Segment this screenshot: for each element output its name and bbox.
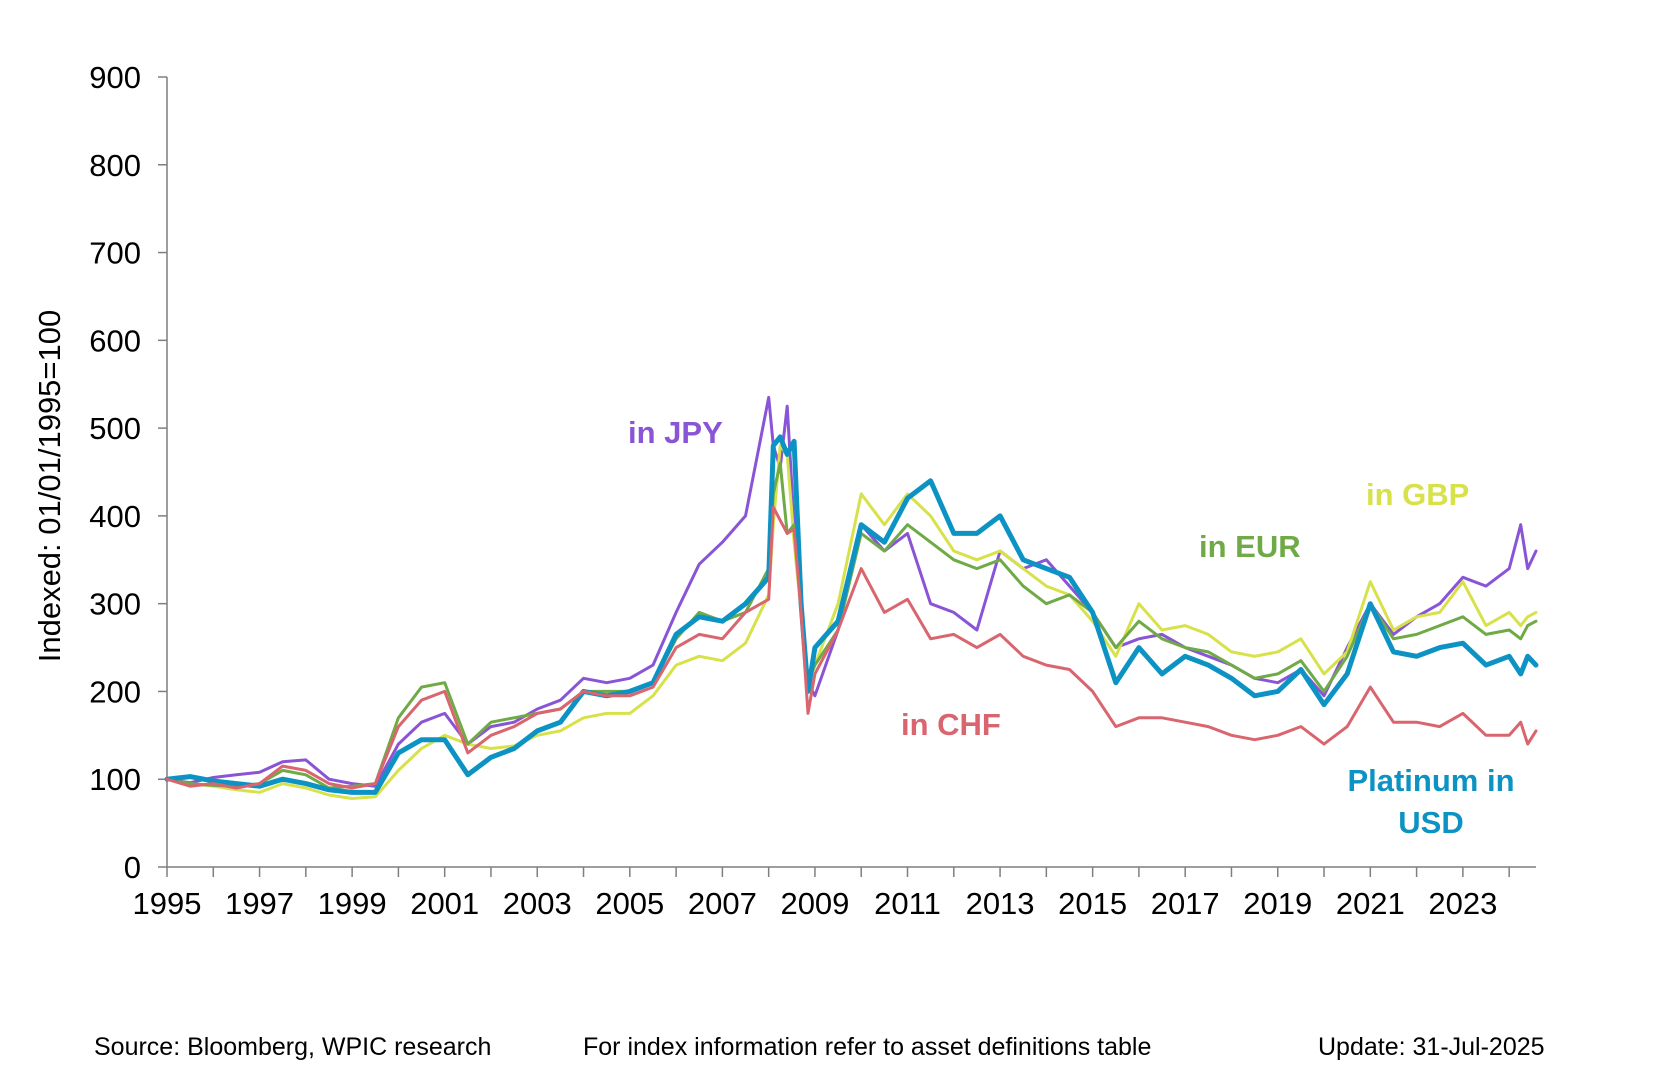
y-tick-label: 800 [89,148,141,183]
series-line-platinum-in-usd [164,434,1539,795]
y-tick-label: 100 [89,762,141,797]
x-tick-label: 1997 [225,886,294,921]
series-line-in-eur [165,461,1538,790]
source-note: Source: Bloomberg, WPIC research [94,1033,492,1061]
series-label-chf: in CHF [901,707,1001,742]
y-tick-label: 500 [89,411,141,446]
y-tick-label: 300 [89,587,141,622]
x-tick-label: 2023 [1428,886,1497,921]
x-tick-label: 2011 [874,886,941,921]
x-tick-label: 2007 [688,886,757,921]
update-date: Update: 31-Jul-2025 [1318,1033,1545,1061]
x-tick-label: 1999 [318,886,387,921]
y-axis-title: Indexed: 01/01/1995=100 [32,310,67,663]
x-tick-label: 2021 [1336,886,1405,921]
y-axis: 0 100 200 300 400 500 600 700 800 900 [89,60,168,885]
x-tick-label: 2013 [966,886,1035,921]
x-tick-label: 2003 [503,886,572,921]
series-label-usd-line2: USD [1398,805,1463,840]
y-tick-label: 0 [124,850,141,885]
x-tick-label: 2017 [1151,886,1220,921]
x-tick-label: 2015 [1058,886,1127,921]
x-axis: 1995 1997 1999 2001 2003 2005 2007 2009 2011 2013… [133,866,1536,921]
series-label-jpy: in JPY [628,415,723,450]
y-tick-label: 600 [89,323,141,358]
x-tick-label: 2019 [1243,886,1312,921]
series-line-in-gbp [165,444,1538,800]
series-lines [164,395,1539,800]
series-line-in-chf [165,505,1538,790]
index-info-note: For index information refer to asset def… [583,1033,1152,1061]
x-tick-label: 2001 [410,886,479,921]
series-label-eur: in EUR [1199,529,1301,564]
x-tick-label: 1995 [133,886,202,921]
series-label-usd-line1: Platinum in [1347,763,1514,798]
x-tick-label: 2005 [595,886,664,921]
series-label-gbp: in GBP [1366,477,1469,512]
y-tick-label: 400 [89,499,141,534]
series-line-in-jpy [165,395,1538,788]
series-labels: in JPY in GBP in EUR in CHF Platinum in … [628,415,1515,840]
x-tick-label: 2009 [780,886,849,921]
y-tick-label: 200 [89,674,141,709]
y-tick-label: 900 [89,60,141,95]
y-tick-label: 700 [89,236,141,271]
